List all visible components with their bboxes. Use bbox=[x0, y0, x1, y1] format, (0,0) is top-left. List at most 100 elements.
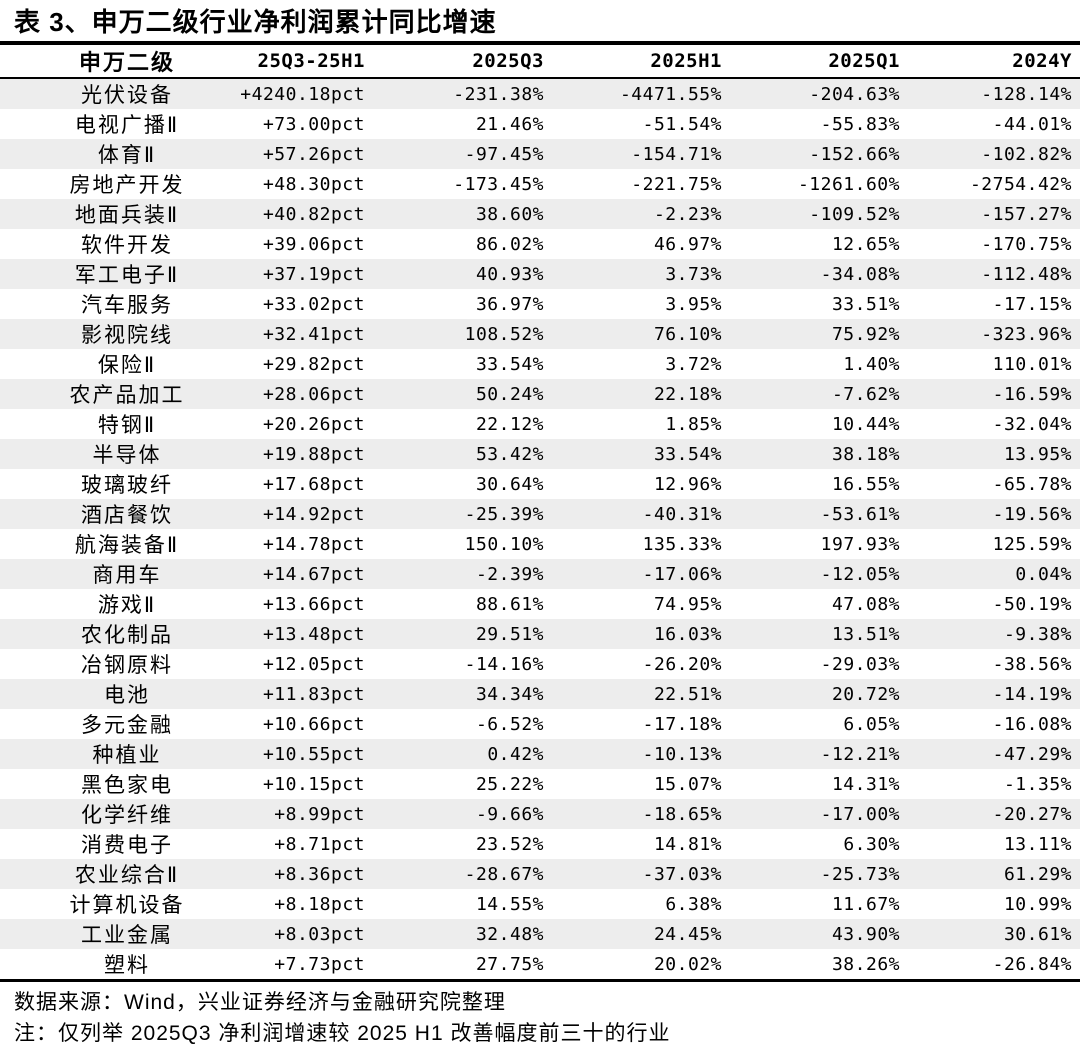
value-cell: -28.67% bbox=[464, 863, 544, 885]
table-row: 多元金融 +10.66pct -6.52% -17.18% 6.05% -16.08% bbox=[0, 709, 1080, 739]
industry-name-cell: 商用车 bbox=[92, 564, 162, 587]
industry-name-cell: 软件开发 bbox=[81, 234, 173, 257]
table-row: 黑色家电 +10.15pct 25.22% 15.07% 14.31% -1.35% bbox=[0, 769, 1080, 799]
industry-name-cell: 特钢Ⅱ bbox=[97, 414, 157, 437]
value-cell: 22.51% bbox=[653, 683, 722, 705]
value-cell: 12.65% bbox=[831, 233, 900, 255]
value-cell: +10.15pct bbox=[262, 773, 365, 795]
value-cell: -12.05% bbox=[820, 563, 900, 585]
value-cell: -32.04% bbox=[992, 413, 1072, 435]
value-cell: 75.92% bbox=[831, 323, 900, 345]
table-row: 光伏设备 +4240.18pct -231.38% -4471.55% -204.63%… bbox=[0, 78, 1080, 109]
value-cell: -38.56% bbox=[992, 653, 1072, 675]
value-cell: -17.00% bbox=[820, 803, 900, 825]
column-header-3: 2025H1 bbox=[544, 45, 722, 79]
value-cell: +40.82pct bbox=[262, 203, 365, 225]
value-cell: 38.60% bbox=[475, 203, 544, 225]
table-row: 汽车服务 +33.02pct 36.97% 3.95% 33.51% -17.15% bbox=[0, 289, 1080, 319]
value-cell: -25.39% bbox=[464, 503, 544, 525]
table-row: 地面兵装Ⅱ +40.82pct 38.60% -2.23% -109.52% -157.2… bbox=[0, 199, 1080, 229]
value-cell: 0.42% bbox=[487, 743, 544, 765]
value-cell: 47.08% bbox=[831, 593, 900, 615]
table-row: 电视广播Ⅱ +73.00pct 21.46% -51.54% -55.83% -44.01… bbox=[0, 109, 1080, 139]
value-cell: 108.52% bbox=[464, 323, 544, 345]
value-cell: -9.38% bbox=[1003, 623, 1072, 645]
value-cell: -7.62% bbox=[831, 383, 900, 405]
table-row: 塑料 +7.73pct 27.75% 20.02% 38.26% -26.84% bbox=[0, 949, 1080, 979]
value-cell: +13.48pct bbox=[262, 623, 365, 645]
value-cell: 33.54% bbox=[475, 353, 544, 375]
value-cell: 22.12% bbox=[475, 413, 544, 435]
value-cell: -97.45% bbox=[464, 143, 544, 165]
table-row: 玻璃玻纤 +17.68pct 30.64% 12.96% 16.55% -65.78% bbox=[0, 469, 1080, 499]
value-cell: -154.71% bbox=[631, 143, 722, 165]
table-row: 特钢Ⅱ +20.26pct 22.12% 1.85% 10.44% -32.04% bbox=[0, 409, 1080, 439]
value-cell: +8.71pct bbox=[274, 833, 365, 855]
value-cell: 88.61% bbox=[475, 593, 544, 615]
industry-profit-table: 申万二级 25Q3-25H1 2025Q3 2025H1 2025Q1 2024Y 光伏设… bbox=[0, 45, 1080, 979]
value-cell: -102.82% bbox=[981, 143, 1072, 165]
value-cell: 46.97% bbox=[653, 233, 722, 255]
table-row: 商用车 +14.67pct -2.39% -17.06% -12.05% 0.04% bbox=[0, 559, 1080, 589]
value-cell: 6.30% bbox=[843, 833, 900, 855]
value-cell: -16.59% bbox=[992, 383, 1072, 405]
value-cell: 3.73% bbox=[665, 263, 722, 285]
value-cell: 40.93% bbox=[475, 263, 544, 285]
table-row: 工业金属 +8.03pct 32.48% 24.45% 43.90% 30.61% bbox=[0, 919, 1080, 949]
industry-name-cell: 保险Ⅱ bbox=[97, 354, 157, 377]
value-cell: -204.63% bbox=[809, 83, 900, 105]
value-cell: 33.54% bbox=[653, 443, 722, 465]
value-cell: +19.88pct bbox=[262, 443, 365, 465]
value-cell: +33.02pct bbox=[262, 293, 365, 315]
value-cell: -112.48% bbox=[981, 263, 1072, 285]
value-cell: +11.83pct bbox=[262, 683, 365, 705]
value-cell: -128.14% bbox=[981, 83, 1072, 105]
industry-name-cell: 种植业 bbox=[92, 744, 162, 767]
value-cell: +48.30pct bbox=[262, 173, 365, 195]
industry-name-cell: 体育Ⅱ bbox=[97, 144, 157, 167]
value-cell: -26.20% bbox=[642, 653, 722, 675]
value-cell: -323.96% bbox=[981, 323, 1072, 345]
industry-name-cell: 游戏Ⅱ bbox=[97, 594, 157, 617]
value-cell: -1.35% bbox=[1003, 773, 1072, 795]
value-cell: 24.45% bbox=[653, 923, 722, 945]
industry-name-cell: 农产品加工 bbox=[69, 384, 185, 407]
value-cell: 13.95% bbox=[1003, 443, 1072, 465]
value-cell: +14.78pct bbox=[262, 533, 365, 555]
value-cell: 15.07% bbox=[653, 773, 722, 795]
value-cell: 13.51% bbox=[831, 623, 900, 645]
value-cell: 30.64% bbox=[475, 473, 544, 495]
table-row: 酒店餐饮 +14.92pct -25.39% -40.31% -53.61% -19.56… bbox=[0, 499, 1080, 529]
value-cell: +13.66pct bbox=[262, 593, 365, 615]
value-cell: 13.11% bbox=[1003, 833, 1072, 855]
industry-name-cell: 农业综合Ⅱ bbox=[74, 864, 180, 887]
value-cell: -25.73% bbox=[820, 863, 900, 885]
value-cell: 27.75% bbox=[475, 953, 544, 975]
table-row: 电池 +11.83pct 34.34% 22.51% 20.72% -14.19% bbox=[0, 679, 1080, 709]
industry-name-cell: 农化制品 bbox=[81, 624, 173, 647]
value-cell: 20.72% bbox=[831, 683, 900, 705]
value-cell: 38.26% bbox=[831, 953, 900, 975]
table-row: 影视院线 +32.41pct 108.52% 76.10% 75.92% -323.96% bbox=[0, 319, 1080, 349]
value-cell: -17.06% bbox=[642, 563, 722, 585]
value-cell: 50.24% bbox=[475, 383, 544, 405]
industry-name-cell: 电池 bbox=[104, 684, 150, 707]
value-cell: +7.73pct bbox=[274, 953, 365, 975]
value-cell: 53.42% bbox=[475, 443, 544, 465]
value-cell: 32.48% bbox=[475, 923, 544, 945]
value-cell: -55.83% bbox=[820, 113, 900, 135]
value-cell: +20.26pct bbox=[262, 413, 365, 435]
value-cell: -37.03% bbox=[642, 863, 722, 885]
value-cell: 14.31% bbox=[831, 773, 900, 795]
value-cell: 11.67% bbox=[831, 893, 900, 915]
value-cell: +14.67pct bbox=[262, 563, 365, 585]
value-cell: -53.61% bbox=[820, 503, 900, 525]
value-cell: 43.90% bbox=[831, 923, 900, 945]
value-cell: -29.03% bbox=[820, 653, 900, 675]
industry-name-cell: 消费电子 bbox=[81, 834, 173, 857]
table-body: 光伏设备 +4240.18pct -231.38% -4471.55% -204.63%… bbox=[0, 78, 1080, 979]
value-cell: 21.46% bbox=[475, 113, 544, 135]
industry-name-cell: 影视院线 bbox=[81, 324, 173, 347]
value-cell: 33.51% bbox=[831, 293, 900, 315]
industry-name-cell: 航海装备Ⅱ bbox=[74, 534, 180, 557]
